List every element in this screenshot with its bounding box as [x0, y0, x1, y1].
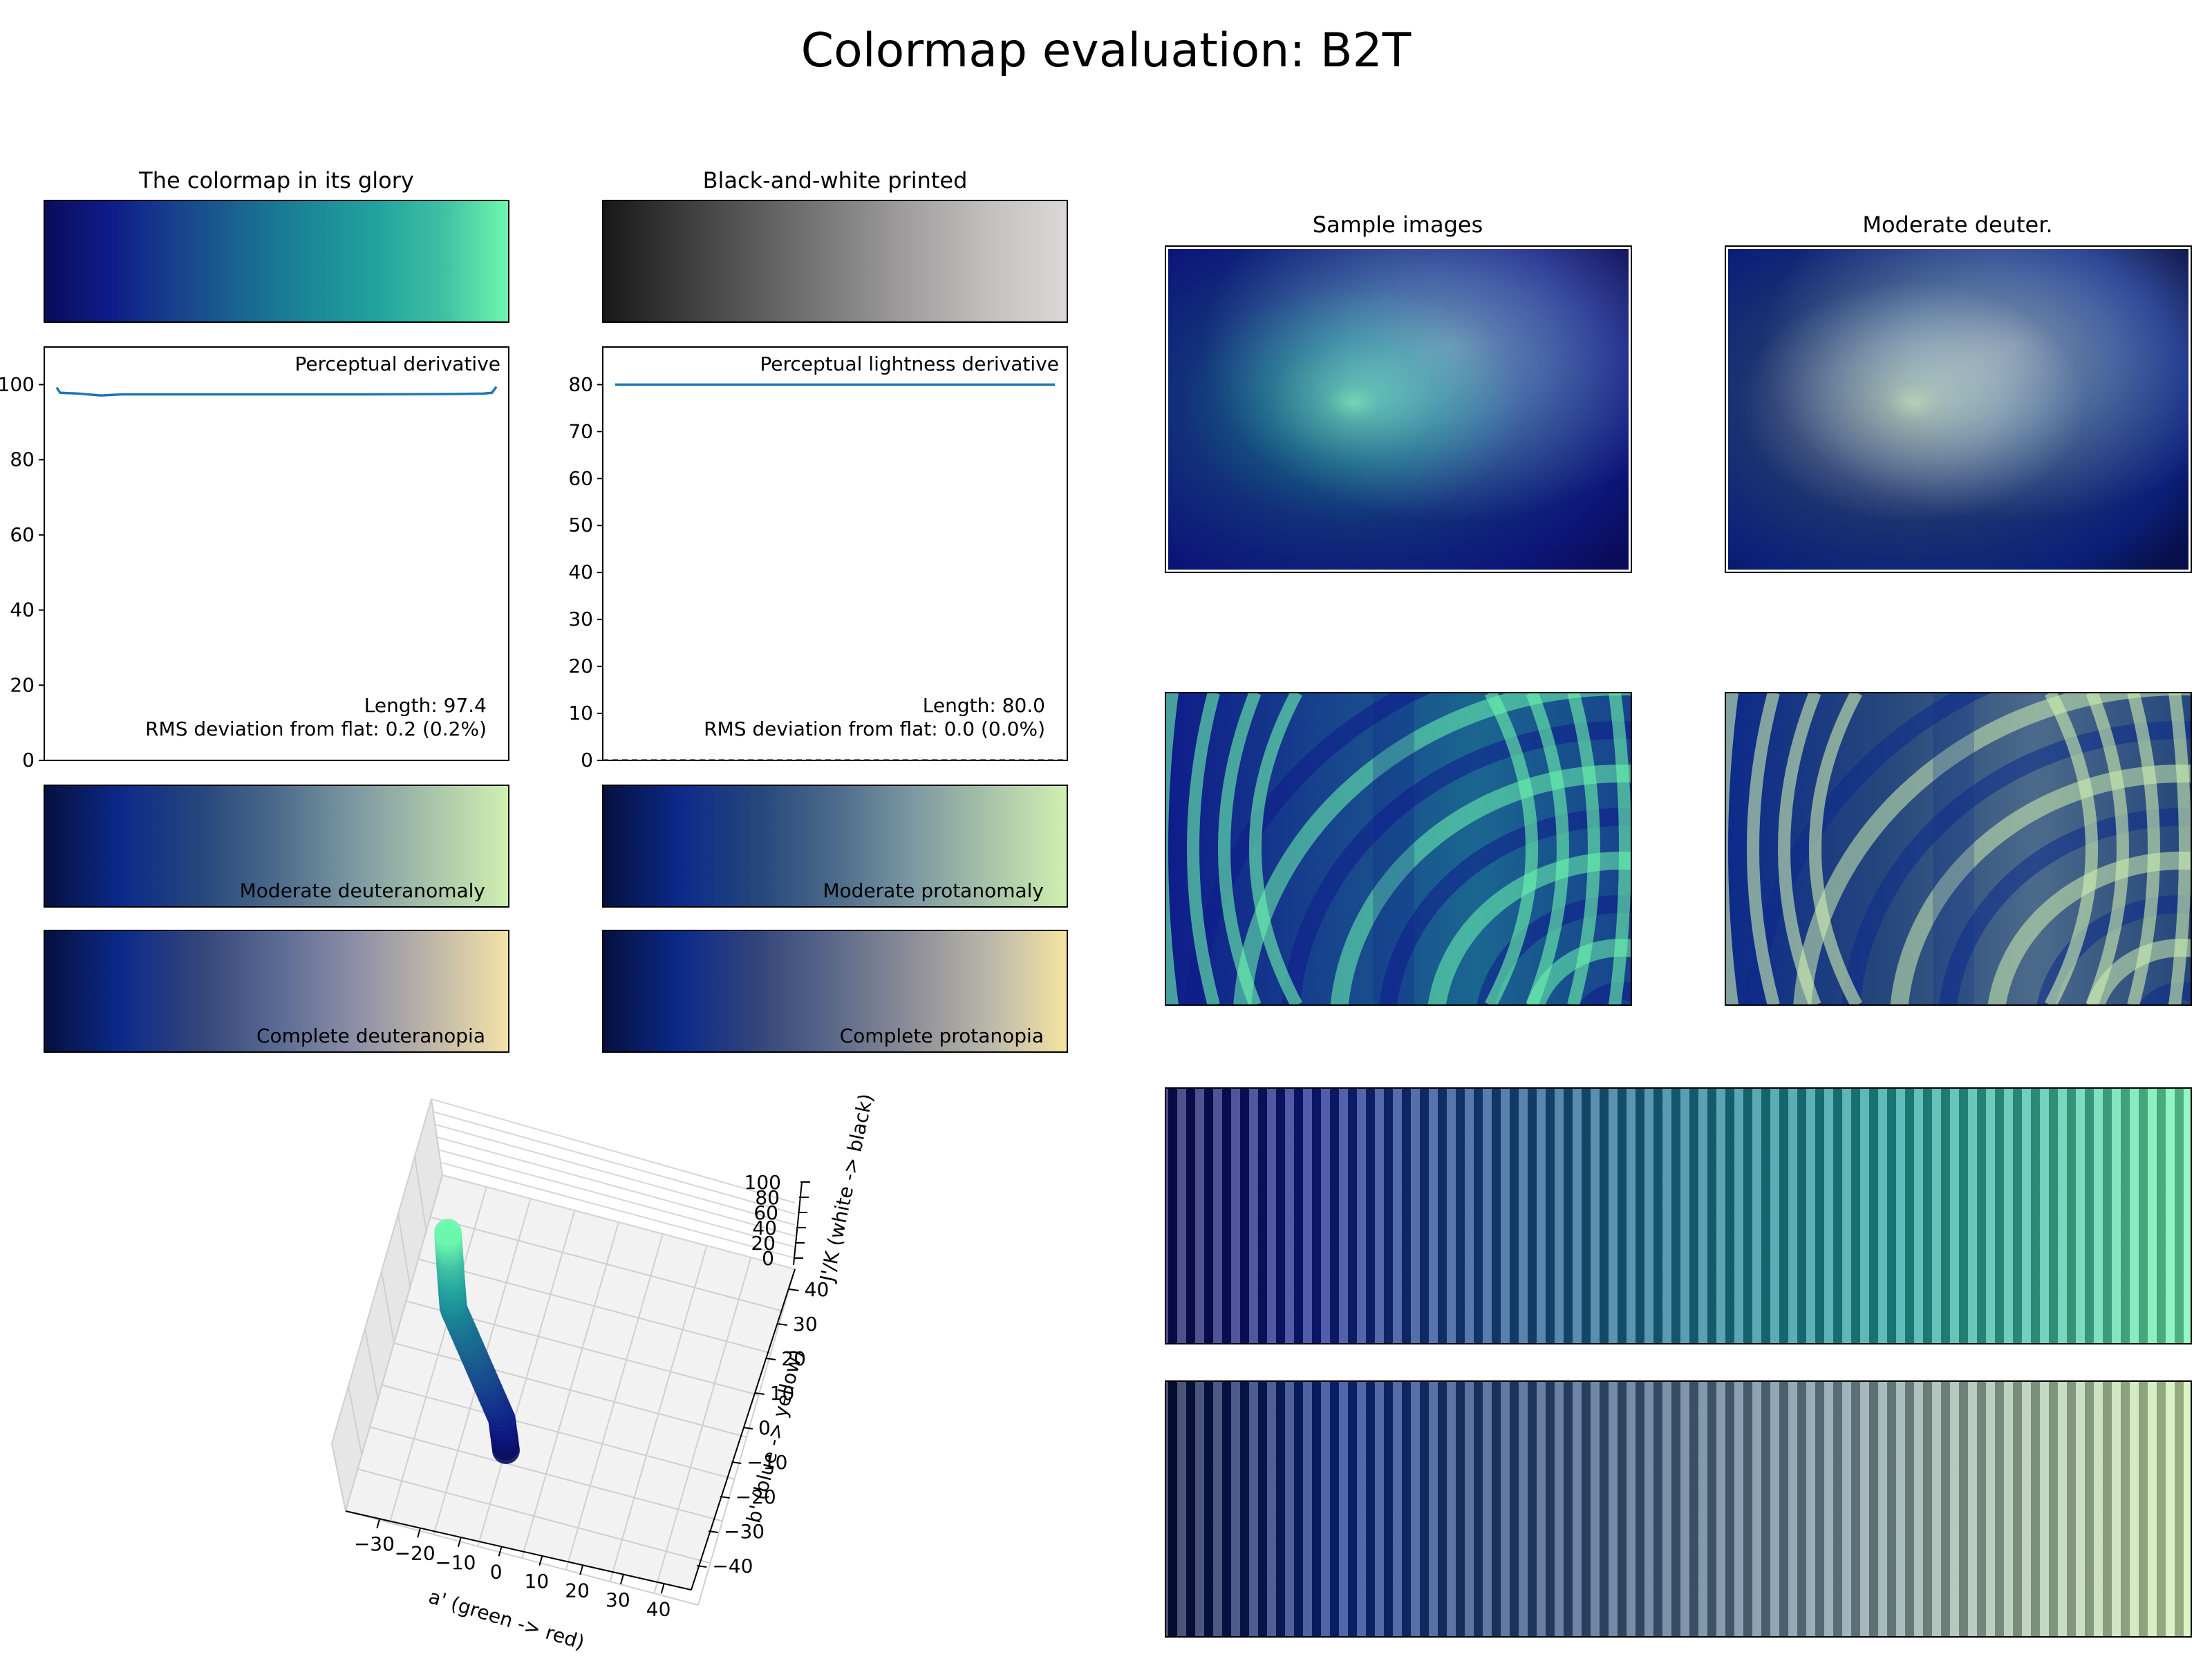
colormap-glory-bar — [44, 200, 509, 323]
deuteranopia-label: Complete deuteranopia — [256, 1024, 485, 1047]
light-ytick-label: 50 — [568, 514, 593, 536]
sample-terrain-image — [1165, 245, 1632, 573]
deriv-plot-frame — [44, 346, 509, 761]
colormap-glory-title: The colormap in its glory — [138, 167, 414, 194]
3d-xtick-label: 40 — [646, 1597, 671, 1620]
grayscale-title: Black-and-white printed — [703, 167, 968, 194]
3d-xtick-label: 10 — [525, 1570, 550, 1593]
sample-images-title: Sample images — [1313, 212, 1483, 238]
moderate-deuter-title: Moderate deuter. — [1862, 212, 2052, 238]
3d-xtick-label: 0 — [490, 1560, 503, 1583]
sample-interference-image — [1165, 692, 1632, 1006]
colormap-3d-trajectory — [434, 1219, 520, 1464]
protanomaly-label: Moderate protanomaly — [823, 879, 1044, 902]
deuteranomaly-label: Moderate deuteranomaly — [240, 879, 485, 902]
3d-ytick-label: 40 — [805, 1278, 830, 1301]
light-ytick-label: 10 — [568, 702, 593, 724]
3d-ztick-label: 60 — [753, 1201, 778, 1224]
stripe-test-image-deuter — [1165, 1380, 2192, 1638]
light-ytick-label: 80 — [568, 373, 593, 395]
light-rms-annotation: RMS deviation from flat: 0.0 (0.0%) — [704, 718, 1045, 740]
3d-ztick-label: 0 — [762, 1247, 774, 1270]
3d-ztick-label: 20 — [751, 1232, 776, 1255]
3d-ytick-label: −20 — [735, 1485, 776, 1508]
3d-ztick-label: 40 — [752, 1217, 777, 1239]
grayscale-bar — [602, 200, 1068, 323]
deriv-ytick-label: 40 — [10, 599, 35, 621]
3d-ytick-label: −40 — [712, 1555, 753, 1577]
protanopia-bar — [602, 930, 1068, 1053]
3d-ztick-label: 100 — [744, 1171, 781, 1194]
perceptual-derivative-plot: 0 20 40 60 80 100 Perceptual derivative Lengt… — [0, 346, 509, 771]
deriv-series-line — [55, 386, 498, 397]
light-ytick-label: 0 — [581, 749, 593, 771]
light-ytick-label: 20 — [568, 655, 593, 677]
3d-trajectory-point — [434, 1219, 462, 1246]
stripe-test-image — [1165, 1087, 2192, 1344]
deriv-rms-annotation: RMS deviation from flat: 0.2 (0.2%) — [145, 718, 487, 740]
protanomaly-bar — [602, 785, 1068, 908]
light-label: Perceptual lightness derivative — [760, 353, 1059, 375]
light-ytick-label: 30 — [568, 608, 593, 630]
3d-ztick-label: 80 — [755, 1186, 780, 1209]
3d-ytick-label: 30 — [793, 1313, 818, 1335]
light-plot-frame — [602, 346, 1068, 761]
3d-xlabel: a' (green -> red) — [426, 1585, 587, 1654]
light-ytick-label: 70 — [568, 420, 593, 442]
3d-xtick-label: −10 — [435, 1551, 476, 1574]
light-ytick-label: 60 — [568, 467, 593, 489]
deriv-ytick-label: 80 — [10, 448, 35, 471]
3d-xtick-label: −20 — [395, 1541, 435, 1564]
lightness-derivative-plot: 0 10 20 30 40 50 60 70 80 Perceptual lightness d… — [568, 346, 1068, 771]
3d-ytick-label: 20 — [781, 1347, 806, 1370]
colorspace-3d-plot: −30 −20 −10 0 10 20 30 40−40−30−20−100102030400… — [330, 1091, 878, 1654]
3d-xtick-label: 20 — [565, 1579, 590, 1602]
protanopia-label: Complete protanopia — [840, 1024, 1044, 1047]
deriv-ytick-label: 0 — [22, 749, 35, 771]
deriv-label: Perceptual derivative — [294, 353, 500, 375]
3d-ytick-label: 10 — [770, 1382, 795, 1405]
3d-ytick-label: −10 — [747, 1451, 787, 1474]
sample-interference-image-deuter — [1725, 692, 2192, 1006]
figure-title: Colormap evaluation: B2T — [801, 24, 1412, 78]
deriv-ytick-label: 100 — [0, 373, 35, 395]
deriv-length-annotation: Length: 97.4 — [364, 694, 487, 717]
light-ytick-label: 40 — [568, 561, 593, 583]
deuteranomaly-bar — [44, 785, 509, 908]
deuteranopia-bar — [44, 930, 509, 1053]
deriv-ytick-label: 60 — [10, 523, 35, 546]
sample-terrain-image-deuter — [1725, 245, 2192, 573]
3d-xtick-label: 30 — [606, 1588, 630, 1611]
3d-ytick-label: 0 — [758, 1416, 771, 1439]
3d-ytick-label: −30 — [724, 1520, 765, 1543]
3d-zlabel: J'/K (white -> black) — [815, 1091, 877, 1285]
deriv-ytick-label: 20 — [10, 673, 35, 696]
3d-xtick-label: −30 — [354, 1533, 395, 1555]
light-length-annotation: Length: 80.0 — [923, 694, 1045, 717]
